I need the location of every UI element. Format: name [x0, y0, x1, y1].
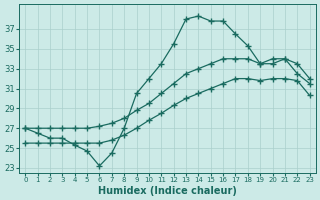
X-axis label: Humidex (Indice chaleur): Humidex (Indice chaleur) — [98, 186, 237, 196]
